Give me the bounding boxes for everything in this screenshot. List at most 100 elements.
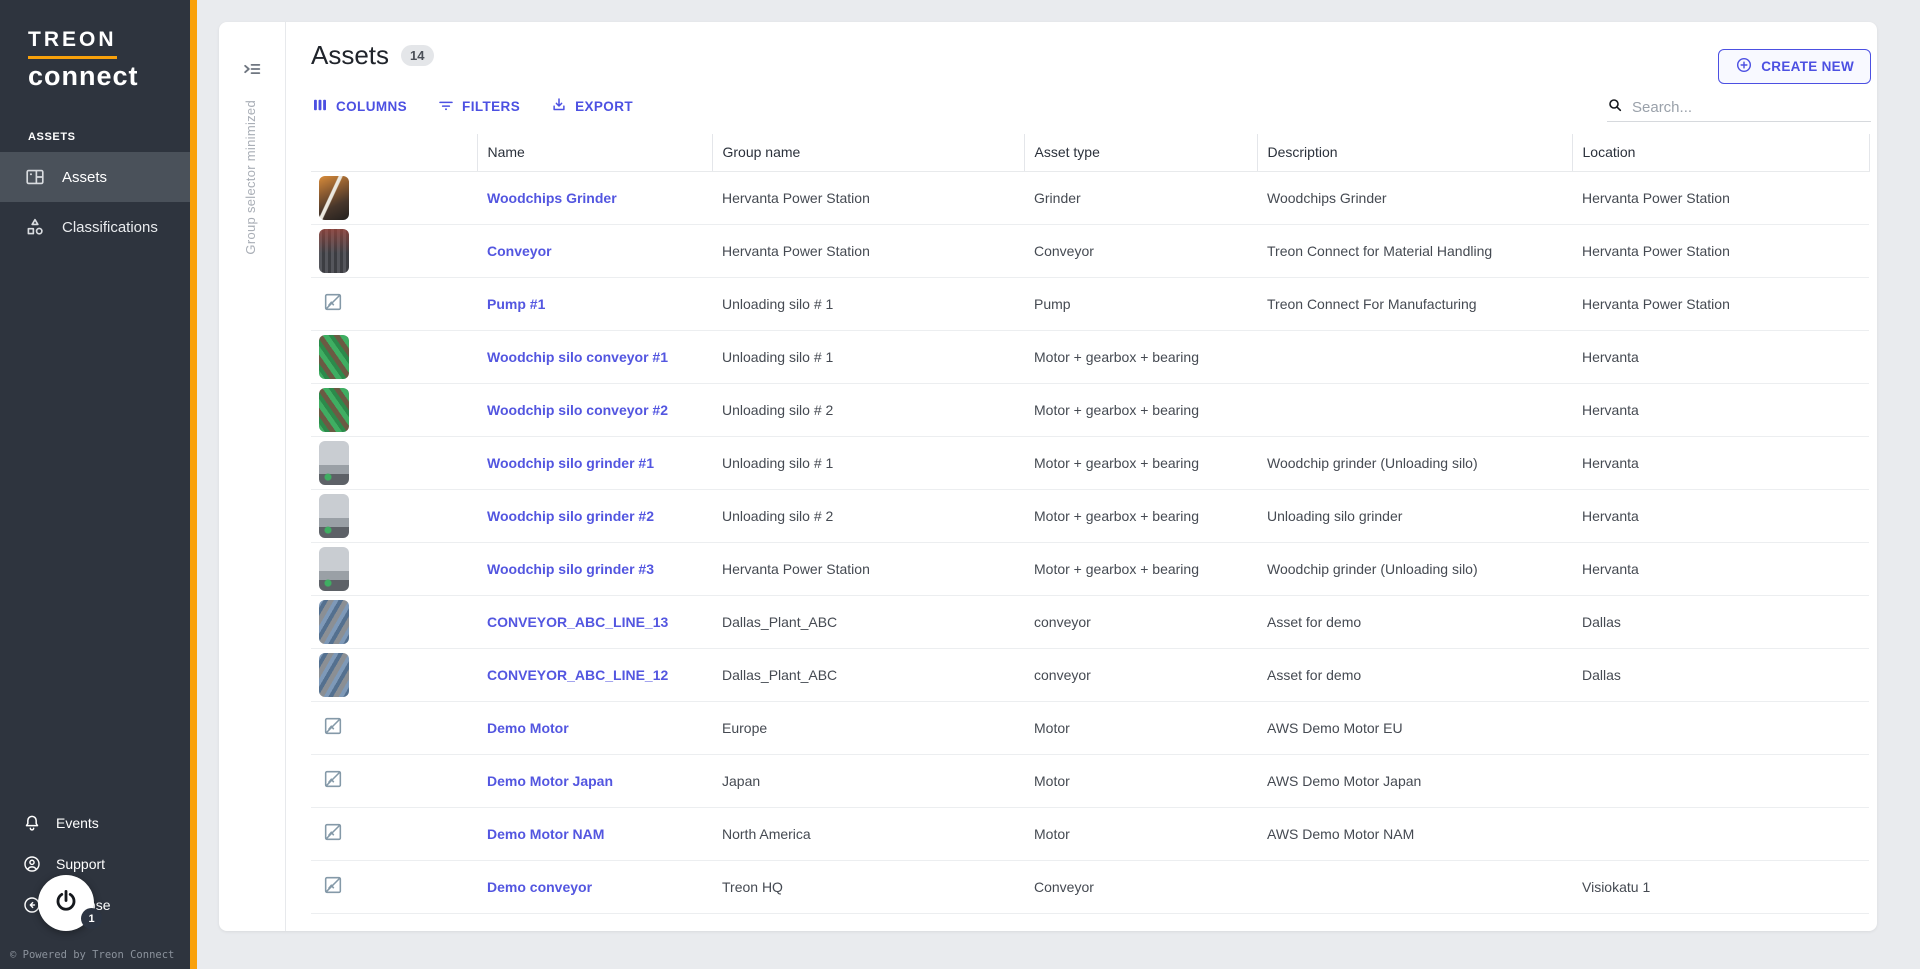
table-row[interactable]: Woodchip silo conveyor #1 Unloading silo … — [311, 330, 1869, 384]
no-image-icon — [322, 291, 344, 313]
asset-name-link[interactable]: Woodchip silo conveyor #1 — [487, 348, 669, 365]
cell-name: Demo Motor Japan — [477, 754, 712, 808]
cell-thumbnail — [311, 701, 477, 755]
cell-group-name: Unloading silo # 1 — [712, 436, 1024, 490]
powered-by-footer: © Powered by Treon Connect — [10, 949, 175, 961]
asset-name-link[interactable]: Demo conveyor — [487, 878, 593, 895]
table-row[interactable]: CONVEYOR_ABC_LINE_13 Dallas_Plant_ABC conv… — [311, 595, 1869, 649]
table-row[interactable]: Demo Motor Japan Japan Motor AWS Demo Motor… — [311, 754, 1869, 808]
column-header-name[interactable]: Name — [476, 134, 712, 172]
expand-group-selector-icon[interactable] — [241, 58, 263, 80]
cell-name: Pump #1 — [477, 277, 712, 331]
asset-name-link[interactable]: Demo Motor Japan — [487, 772, 614, 789]
cell-location — [1572, 701, 1869, 755]
table-row[interactable]: Conveyor Hervanta Power Station Conveyor Tr… — [311, 224, 1869, 278]
cell-location — [1572, 754, 1869, 808]
cell-group-name: North America — [712, 807, 1024, 861]
sidebar-item-label: Classifications — [62, 218, 158, 236]
cell-asset-type: Motor — [1024, 754, 1257, 808]
asset-thumbnail — [319, 599, 349, 644]
export-button[interactable]: EXPORT — [550, 96, 633, 117]
power-fab-button[interactable]: 1 — [38, 875, 102, 931]
asset-thumbnail — [319, 228, 349, 273]
create-new-button[interactable]: CREATE NEW — [1718, 49, 1871, 84]
column-header-description[interactable]: Description — [1256, 134, 1572, 172]
cell-thumbnail — [311, 807, 477, 861]
table-row[interactable]: Woodchips Grinder Hervanta Power Station G… — [311, 171, 1869, 225]
page-title: Assets — [311, 40, 390, 70]
logo-line-connect: connect — [28, 61, 139, 91]
column-header-group-name[interactable]: Group name — [711, 134, 1024, 172]
sidebar-item-classifications[interactable]: Classifications — [0, 202, 190, 252]
cell-thumbnail — [311, 648, 477, 702]
table-row[interactable]: Demo Motor NAM North America Motor AWS Demo… — [311, 807, 1869, 861]
table-row[interactable]: Demo conveyor Treon HQ Conveyor Visiokatu 1 — [311, 860, 1869, 914]
column-header-asset-type[interactable]: Asset type — [1023, 134, 1257, 172]
classifications-icon — [24, 216, 46, 238]
asset-name-link[interactable]: CONVEYOR_ABC_LINE_13 — [487, 613, 669, 630]
sidebar-item-assets[interactable]: Assets — [0, 152, 190, 202]
sidebar-item-events[interactable]: Events — [0, 802, 190, 843]
asset-name-link[interactable]: CONVEYOR_ABC_LINE_12 — [487, 666, 669, 683]
notification-badge: 1 — [81, 908, 102, 929]
table-row[interactable]: Pump #1 Unloading silo # 1 Pump Treon Conne… — [311, 277, 1869, 331]
cell-location: Hervanta — [1572, 436, 1869, 490]
column-header-location[interactable]: Location — [1571, 134, 1870, 172]
cell-location — [1572, 807, 1869, 861]
sidebar-item-label: Events — [56, 814, 99, 831]
table-row[interactable]: Woodchip silo grinder #1 Unloading silo #… — [311, 436, 1869, 490]
cell-location: Dallas — [1572, 648, 1869, 702]
search-input[interactable] — [1632, 99, 1871, 116]
cell-group-name: Hervanta Power Station — [712, 224, 1024, 278]
columns-button[interactable]: COLUMNS — [311, 96, 407, 117]
asset-name-link[interactable]: Demo Motor NAM — [487, 825, 605, 842]
cell-description: AWS Demo Motor NAM — [1257, 807, 1572, 861]
asset-name-link[interactable]: Woodchip silo grinder #3 — [487, 560, 654, 577]
cell-name: Woodchip silo conveyor #2 — [477, 383, 712, 437]
asset-name-link[interactable]: Woodchip silo grinder #1 — [487, 454, 654, 471]
sidebar-item-support[interactable]: Support — [0, 843, 190, 884]
search-icon — [1607, 97, 1623, 118]
assets-content: Assets 14 COLUMNS FILTERS EXPORT — [286, 22, 1877, 931]
cell-thumbnail — [311, 224, 477, 278]
no-image-icon — [322, 715, 344, 737]
cell-asset-type: Motor — [1024, 807, 1257, 861]
asset-name-link[interactable]: Woodchip silo grinder #2 — [487, 507, 654, 524]
table-row[interactable]: Woodchip silo grinder #2 Unloading silo #… — [311, 489, 1869, 543]
cell-asset-type: conveyor — [1024, 648, 1257, 702]
table-row[interactable]: Woodchip silo conveyor #2 Unloading silo … — [311, 383, 1869, 437]
cell-name: Woodchips Grinder — [477, 171, 712, 225]
asset-name-link[interactable]: Conveyor — [487, 242, 552, 259]
cell-asset-type: Motor — [1024, 701, 1257, 755]
cell-location: Hervanta — [1572, 383, 1869, 437]
cell-asset-type: Motor + gearbox + bearing — [1024, 489, 1257, 543]
cell-name: Conveyor — [477, 224, 712, 278]
table-row[interactable]: Demo Motor Europe Motor AWS Demo Motor EU — [311, 701, 1869, 755]
cell-thumbnail — [311, 489, 477, 543]
asset-name-link[interactable]: Woodchips Grinder — [487, 189, 617, 206]
asset-name-link[interactable]: Woodchip silo conveyor #2 — [487, 401, 669, 418]
assets-page-card: Group selector minimized Assets 14 COLUM… — [219, 22, 1877, 931]
cell-description: Treon Connect for Material Handling — [1257, 224, 1572, 278]
asset-name-link[interactable]: Pump #1 — [487, 295, 546, 312]
cell-location: Hervanta — [1572, 542, 1869, 596]
table-row[interactable]: Woodchip silo grinder #3 Hervanta Power S… — [311, 542, 1869, 596]
cell-group-name: Unloading silo # 1 — [712, 330, 1024, 384]
columns-icon — [311, 96, 329, 117]
filters-button[interactable]: FILTERS — [437, 96, 520, 117]
cell-thumbnail — [311, 542, 477, 596]
asset-name-link[interactable]: Demo Motor — [487, 719, 569, 736]
cell-description: Unloading silo grinder — [1257, 489, 1572, 543]
cell-description: AWS Demo Motor Japan — [1257, 754, 1572, 808]
cell-name: CONVEYOR_ABC_LINE_13 — [477, 595, 712, 649]
cell-thumbnail — [311, 436, 477, 490]
cell-name: Woodchip silo grinder #1 — [477, 436, 712, 490]
asset-thumbnail — [319, 493, 349, 538]
no-image-icon — [322, 768, 344, 790]
cell-name: Demo conveyor — [477, 860, 712, 914]
table-row[interactable]: CONVEYOR_ABC_LINE_12 Dallas_Plant_ABC conv… — [311, 648, 1869, 702]
asset-thumbnail — [319, 175, 349, 220]
asset-thumbnail — [319, 334, 349, 379]
cell-location: Visiokatu 1 — [1572, 860, 1869, 914]
filter-icon — [437, 96, 455, 117]
